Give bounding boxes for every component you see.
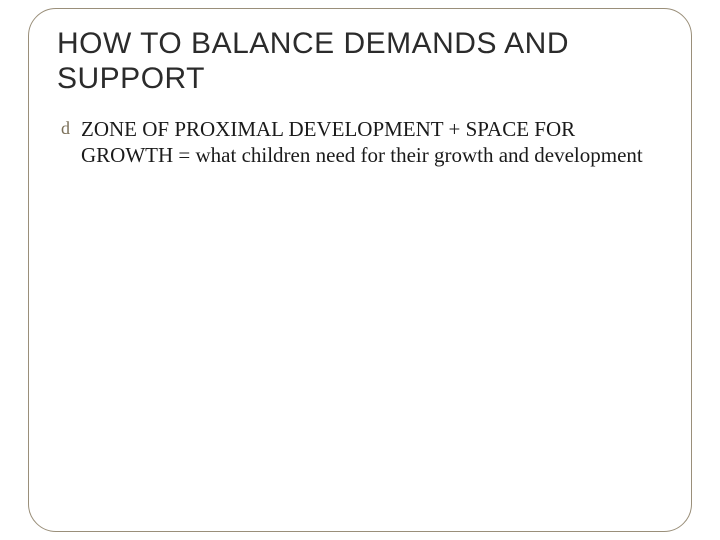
slide-title: HOW TO BALANCE DEMANDS AND SUPPORT: [57, 27, 663, 96]
bullet-item: d ZONE OF PROXIMAL DEVELOPMENT + SPACE F…: [57, 116, 663, 169]
slide-frame: HOW TO BALANCE DEMANDS AND SUPPORT d ZON…: [28, 8, 692, 532]
bullet-glyph-icon: d: [61, 116, 81, 140]
bullet-text: ZONE OF PROXIMAL DEVELOPMENT + SPACE FOR…: [81, 116, 663, 169]
